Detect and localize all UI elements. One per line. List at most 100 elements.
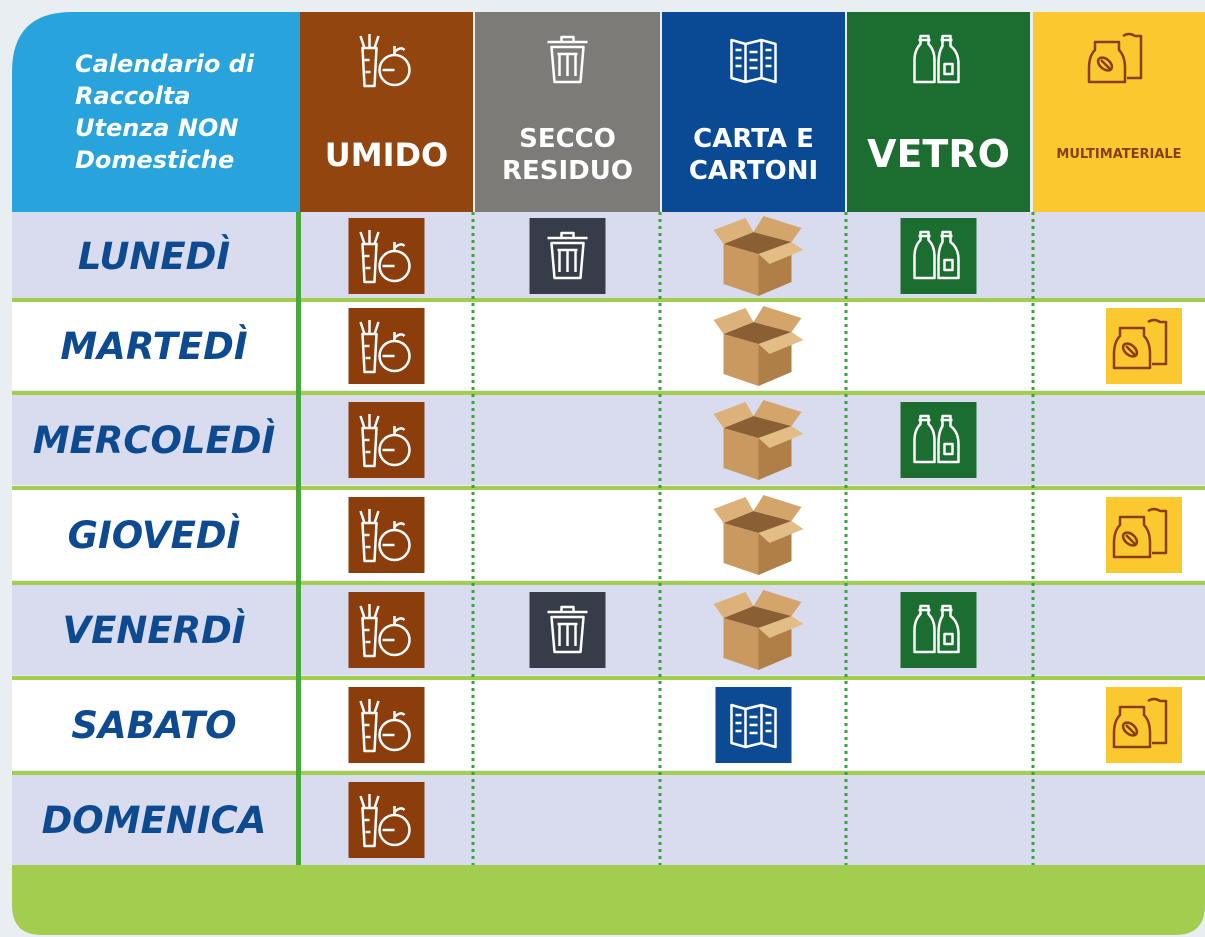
carrot [359,320,380,374]
apple-stem [382,242,406,268]
column-header-label: VETRO [867,132,1010,177]
icon-secco [529,592,606,668]
icon-multi [1087,32,1143,84]
day-label: MERCOLEDÌ [32,418,276,462]
icon-background [1106,308,1182,384]
column-header-label: SECCO RESIDUO [502,123,633,187]
book [730,703,777,749]
bottom-band [12,850,1205,935]
box-inside [723,322,792,344]
row-separator [12,486,1205,490]
bottles [913,604,960,654]
icon-multi [1106,497,1182,573]
cap [1121,342,1139,358]
carrot [359,414,380,468]
bottles [913,414,960,464]
box-side [723,428,759,480]
day-label: MARTEDÌ [60,324,248,368]
bottles [913,230,960,280]
row-bg [12,680,1205,770]
box-flap1 [713,308,754,334]
trash [547,35,588,84]
box-inside [723,511,792,533]
box-inside [723,232,792,254]
box-flap3 [758,521,804,543]
box-flap2 [753,400,802,426]
icon-background [348,592,425,668]
icon-background [348,497,425,573]
carrot [359,34,380,88]
column-header-label: UMIDO [324,136,449,174]
icon-umido [348,308,425,384]
apple-stem [382,616,406,642]
day-label: LUNEDÌ [77,234,231,278]
carrot [359,230,380,284]
row-separator [12,581,1205,585]
row-separator [12,298,1205,302]
containers [1087,32,1143,84]
row-separator [12,676,1205,680]
box-inside [723,606,792,628]
box-flap1 [713,592,754,618]
box-side [723,334,759,386]
cap [1096,56,1114,72]
containers [1112,697,1168,749]
icon-umido [359,34,411,88]
box-side [723,618,759,670]
bottles [913,34,960,84]
icon-vetro [900,592,977,668]
containers [1112,507,1168,559]
icon-background [348,687,425,763]
box-flap3 [758,242,804,264]
icon-carta [730,38,777,84]
column-header [475,12,660,212]
carrot [359,509,380,563]
apple-stem [382,521,406,547]
cap [1121,531,1139,547]
icon-box [713,590,804,670]
icon-background [1106,687,1182,763]
icon-box [713,495,804,575]
column-header-label: MULTIMATERIALE [1056,146,1182,162]
icon-umido [348,687,425,763]
icon-multi [1106,308,1182,384]
column-header-label: CARTA E CARTONI [688,123,819,187]
icon-box [713,306,804,386]
icon-background [1106,497,1182,573]
icon-multi [1106,687,1182,763]
trash [547,231,588,280]
icon-background [348,402,425,478]
cap [1121,721,1139,737]
title-cell [12,12,300,212]
icon-background [348,308,425,384]
icon-umido [348,497,425,573]
box-flap2 [753,590,802,616]
carrot [359,794,380,848]
day-label: DOMENICA [41,798,267,842]
day-column-line [296,212,301,865]
icon-box [713,400,804,480]
box-flap3 [758,616,804,638]
box-inside [723,416,792,438]
box-side [723,523,759,575]
icon-vetro [900,218,977,294]
icon-box [713,216,804,296]
icon-vetro [900,402,977,478]
containers [1112,318,1168,370]
row-bg [12,212,1205,300]
box-side [723,244,759,296]
book [730,38,777,84]
apple-stem [382,332,406,358]
icon-background [348,782,425,858]
column-header [847,12,1030,212]
icon-umido [348,218,425,294]
column-header [662,12,845,212]
icon-vetro [913,34,960,84]
icon-background [348,218,425,294]
icon-secco [547,35,588,84]
row-bg [12,302,1205,390]
box-flap1 [713,218,754,244]
day-label: GIOVEDÌ [67,513,241,557]
row-bg [12,585,1205,675]
